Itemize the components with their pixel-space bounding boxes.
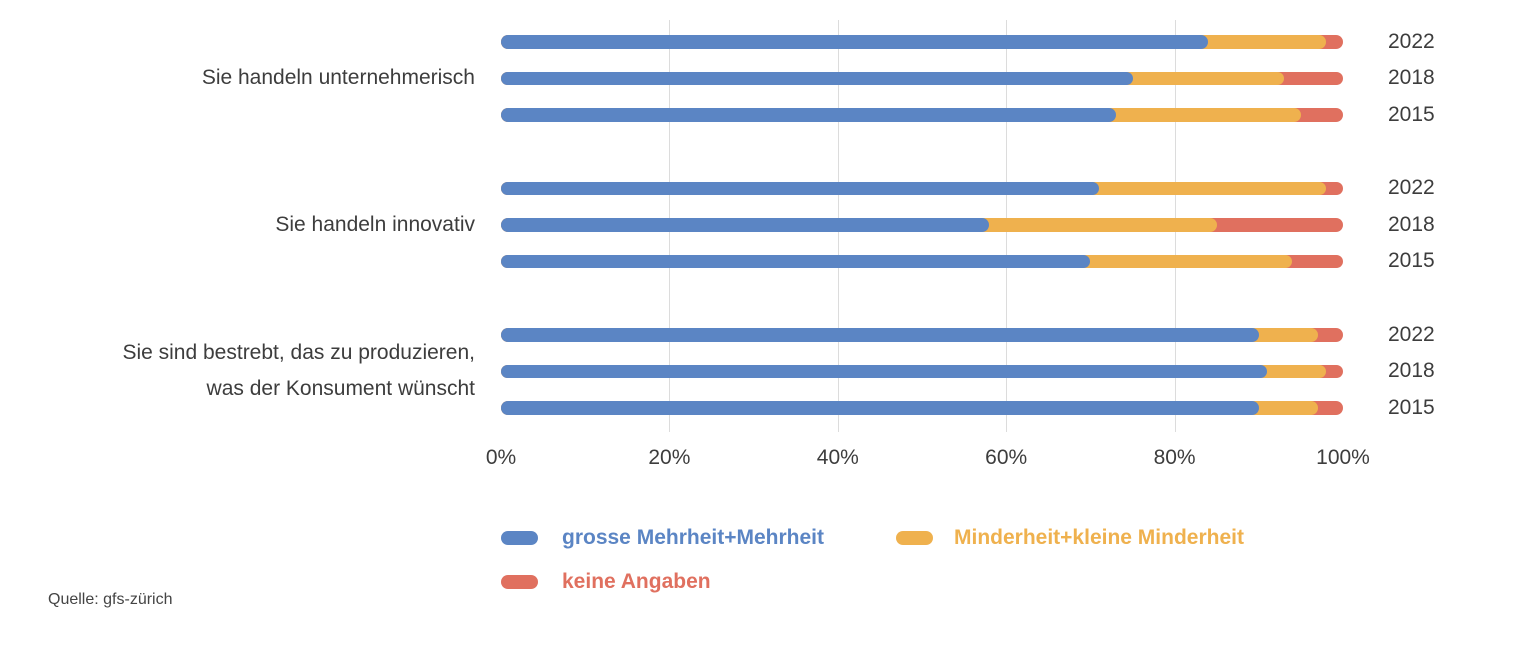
year-label: 2018 xyxy=(1388,66,1435,90)
x-axis-tick-label: 80% xyxy=(1153,446,1196,469)
bar-row xyxy=(501,401,1343,415)
source-note: Quelle: gfs-zürich xyxy=(48,591,173,608)
legend-label-minority: Minderheit+kleine Minderheit xyxy=(954,526,1244,549)
legend-swatch-no-answer-icon xyxy=(501,574,538,589)
bar-segment-majority xyxy=(501,218,990,232)
bar-row xyxy=(501,328,1343,342)
year-label: 2015 xyxy=(1388,102,1435,126)
legend-swatch-minority-icon xyxy=(896,530,933,545)
bar-segment-majority xyxy=(501,181,1099,195)
bar-row xyxy=(501,71,1343,86)
bar-row xyxy=(501,364,1343,379)
legend-item-no-answer: keine Angaben xyxy=(501,571,711,592)
legend-swatch-majority-icon xyxy=(501,530,538,545)
legend-item-majority: grosse Mehrheit+Mehrheit xyxy=(501,527,824,548)
bar-segment-majority xyxy=(501,328,1259,342)
category-label: Sie handeln unternehmerisch xyxy=(201,66,475,90)
bar-row xyxy=(501,35,1343,49)
year-label: 2018 xyxy=(1388,359,1435,383)
year-label: 2018 xyxy=(1388,212,1435,236)
x-axis-tick-label: 60% xyxy=(985,446,1028,469)
bar-segment-majority xyxy=(501,35,1209,49)
bar-row xyxy=(501,181,1343,195)
plot-area xyxy=(501,20,1343,432)
bar-row xyxy=(501,218,1343,232)
category-label: Sie handeln innovativ xyxy=(275,212,475,236)
category-label: Sie sind bestrebt, das zu produzieren, w… xyxy=(122,340,475,401)
legend-label-majority: grosse Mehrheit+Mehrheit xyxy=(562,526,824,549)
x-axis-tick-label: 20% xyxy=(648,446,691,469)
bar-segment-majority xyxy=(501,108,1116,122)
bar-segment-majority xyxy=(501,71,1133,86)
legend-item-minority: Minderheit+kleine Minderheit xyxy=(896,527,1244,548)
year-label: 2022 xyxy=(1388,176,1435,200)
year-label: 2022 xyxy=(1388,322,1435,346)
bar-segment-majority xyxy=(501,401,1259,415)
bar-segment-majority xyxy=(501,364,1268,379)
legend-label-no-answer: keine Angaben xyxy=(562,570,711,593)
bar-row xyxy=(501,254,1343,269)
year-label: 2015 xyxy=(1388,395,1435,419)
x-axis-tick-label: 40% xyxy=(816,446,859,469)
x-axis-tick-label: 0% xyxy=(485,446,517,469)
bar-segment-majority xyxy=(501,254,1091,269)
bar-row xyxy=(501,108,1343,122)
x-axis-tick-label: 100% xyxy=(1316,446,1370,469)
year-label: 2015 xyxy=(1388,249,1435,273)
year-label: 2022 xyxy=(1388,29,1435,53)
